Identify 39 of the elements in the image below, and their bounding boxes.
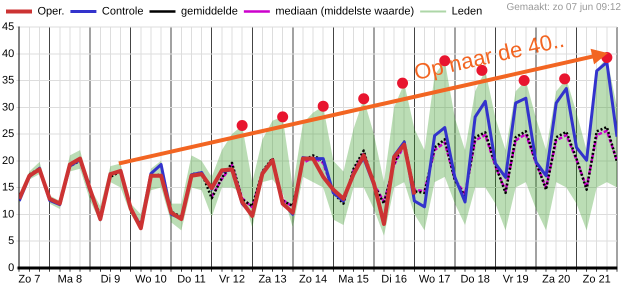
legend-label: Oper. (38, 6, 64, 18)
x-tick-label: Zo 7 (18, 273, 40, 286)
legend-label: mediaan (middelste waarde) (275, 6, 414, 18)
y-tick-label: 30 (2, 101, 14, 114)
text: Gemaakt: zo 07 jun 09:12 (506, 2, 622, 13)
x-tick-label: Di 9 (100, 273, 120, 286)
x-tick-label: Wo 17 (418, 273, 450, 286)
legend-label: Leden (452, 6, 482, 18)
point (559, 73, 570, 84)
text: Op naar de 40.. (412, 26, 566, 85)
x-tick-label: Vr 12 (219, 273, 245, 286)
x-tick-label: Do 18 (460, 273, 490, 286)
x-tick-label: Ma 15 (338, 273, 369, 286)
x-tick-label: Za 13 (258, 273, 287, 286)
y-tick-label: 35 (2, 74, 14, 87)
legend-label: gemiddelde (180, 6, 238, 18)
y-tick-label: 10 (2, 208, 14, 220)
y-tick-label: 15 (2, 182, 14, 194)
x-tick-label: Wo 10 (135, 273, 167, 286)
point (318, 100, 329, 112)
x-tick-label: Vr 19 (502, 273, 529, 286)
x-tick-label: Di 16 (381, 273, 407, 286)
y-tick-label: 0 (8, 262, 14, 274)
point (518, 75, 530, 86)
y-tick-label: 5 (8, 235, 14, 248)
x-tick-label: Zo 14 (298, 273, 328, 286)
x-tick-label: Do 11 (177, 273, 206, 286)
point (236, 120, 248, 131)
x-tick-label: Zo 21 (582, 273, 611, 286)
x-tick-label: Za 20 (542, 273, 570, 286)
x-tick-label: Ma 8 (58, 273, 82, 286)
legend-label: Controle (102, 6, 144, 18)
y-tick-label: 40 (2, 48, 14, 60)
point (277, 111, 288, 122)
point (397, 78, 408, 89)
y-tick-label: 25 (2, 128, 14, 140)
point (358, 93, 370, 104)
y-tick-label: 20 (2, 154, 14, 167)
y-tick-label: 45 (2, 21, 14, 34)
